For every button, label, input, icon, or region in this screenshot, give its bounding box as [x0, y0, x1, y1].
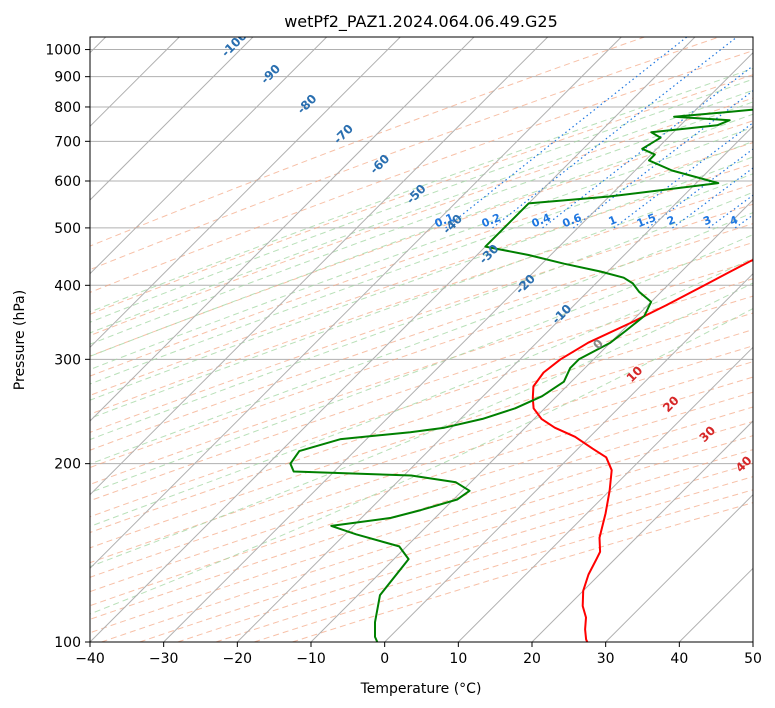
sounding-traces	[289, 108, 753, 642]
y-tick-label: 200	[54, 457, 81, 473]
mixing-ratio-label: 2	[665, 213, 677, 228]
dry-adiabat-line	[90, 406, 753, 620]
dry-adiabat-line	[90, 329, 753, 549]
x-tick-label: 40	[670, 651, 688, 667]
dry-adiabat-line	[90, 142, 753, 377]
isotherm-line	[90, 37, 622, 570]
mixing-ratio-lines	[445, 37, 753, 229]
moist-adiabat-line	[90, 212, 753, 465]
dewpoint-trace	[289, 108, 753, 642]
x-tick-label: −20	[223, 651, 253, 667]
y-tick-label: 700	[54, 134, 81, 150]
moist-adiabat-line	[90, 126, 753, 371]
y-axis-ticks: 100 200 300 400 500 600 700 800 900 1000	[45, 43, 90, 651]
isotherm-line	[605, 493, 753, 642]
x-tick-label: 10	[449, 651, 467, 667]
dry-adiabat-line	[90, 50, 753, 293]
dry-adiabat-line	[177, 462, 753, 642]
moist-adiabat-line	[90, 67, 753, 313]
dry-adiabat-line	[90, 376, 753, 593]
dry-adiabat-line	[90, 183, 753, 415]
dry-adiabat-label: 40	[733, 453, 755, 475]
x-tick-label: −30	[149, 651, 179, 667]
isotherm-line	[163, 51, 753, 642]
dry-adiabat-line	[90, 361, 753, 578]
y-axis-label: Pressure (hPa)	[12, 290, 28, 390]
dry-adiabat-line	[90, 278, 753, 502]
moist-adiabat-line	[90, 140, 753, 385]
x-axis-ticks: −40 −30 −20 −10 0 10 20 30 40 50	[75, 642, 762, 667]
x-tick-label: 0	[380, 651, 389, 667]
mixing-ratio-line	[613, 122, 753, 229]
skewed-isotherms	[90, 37, 753, 642]
y-tick-label: 1000	[45, 43, 81, 59]
plot-area: 0.10.20.40.611.52346810131620253036-100-…	[90, 37, 755, 642]
x-tick-label: 30	[597, 651, 615, 667]
y-tick-label: 600	[54, 174, 81, 190]
x-tick-label: 50	[744, 651, 762, 667]
y-tick-label: 300	[54, 352, 81, 368]
isotherm-line	[90, 37, 475, 422]
plot-frame	[89, 36, 754, 643]
isotherm-line	[236, 125, 753, 642]
dry-adiabat-line	[90, 37, 645, 247]
moist-adiabat-line	[90, 282, 753, 568]
moist-adiabat-line	[90, 191, 753, 441]
isotherm-line	[90, 37, 328, 275]
y-tick-label: 400	[54, 278, 81, 294]
y-tick-label: 900	[54, 70, 81, 86]
x-tick-label: −10	[296, 651, 326, 667]
mixing-ratio-label: 3	[701, 213, 713, 228]
x-axis-label: Temperature (°C)	[360, 681, 482, 697]
dry-adiabats	[90, 37, 753, 642]
isotherm-line	[90, 37, 549, 496]
isotherm-line	[90, 37, 254, 201]
moist-adiabat-line	[90, 173, 753, 419]
mixing-ratio-label: 1	[607, 213, 619, 228]
dry-adiabat-line	[292, 502, 753, 642]
dry-adiabat-line	[90, 97, 753, 337]
dry-adiabat-line	[90, 223, 753, 451]
y-tick-label: 500	[54, 221, 81, 237]
isotherm-line	[384, 272, 753, 642]
isotherm-line	[90, 37, 696, 642]
dry-adiabat-line	[90, 312, 753, 534]
mixing-ratio-line	[445, 37, 688, 229]
moist-adiabat-line	[90, 113, 753, 357]
dry-adiabat-line	[215, 476, 753, 642]
temperature-trace	[531, 258, 753, 642]
chart-title: wetPf2_PAZ1.2024.064.06.49.G25	[284, 12, 558, 32]
moist-adiabat-line	[90, 78, 753, 323]
dry-adiabat-line	[90, 120, 753, 357]
y-tick-label: 100	[54, 635, 81, 651]
y-tick-label: 800	[54, 100, 81, 116]
x-tick-label: 20	[523, 651, 541, 667]
isotherm-line	[90, 37, 401, 349]
dry-adiabat-line	[101, 435, 753, 642]
x-tick-label: −40	[75, 651, 105, 667]
isotherm-line	[457, 346, 753, 642]
dry-adiabat-line	[90, 241, 753, 469]
isotherm-line	[531, 420, 753, 642]
